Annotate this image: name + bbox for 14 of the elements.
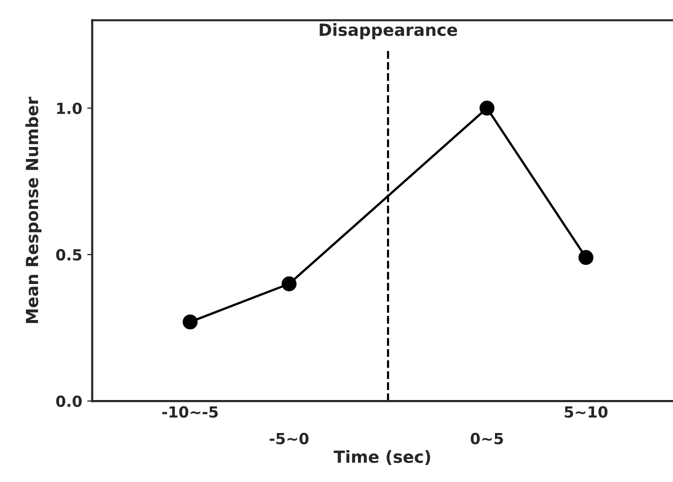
x-tick-label: -10∼-5: [162, 406, 218, 418]
x-tick-label: 0∼5: [470, 432, 503, 444]
y-tick-label: 0.5: [56, 249, 82, 261]
point: [480, 100, 494, 116]
y-tick-label: 1.0: [57, 102, 82, 114]
annotation: Disappearance: [320, 23, 458, 40]
point: [282, 276, 297, 292]
point: [578, 250, 594, 265]
y-tick-label: 0.0: [56, 395, 82, 408]
x-tick-label: -5∼0: [270, 432, 309, 444]
x-axis-title: Time (sec): [334, 450, 430, 465]
x-tick-label: 5∼10: [564, 406, 608, 418]
point: [182, 314, 198, 330]
y-axis-title: Mean Response Number: [25, 96, 42, 323]
